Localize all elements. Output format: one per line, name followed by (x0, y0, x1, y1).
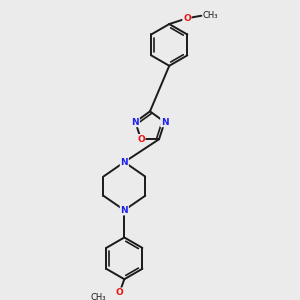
Text: N: N (161, 118, 169, 127)
Text: O: O (137, 135, 145, 144)
Text: O: O (116, 288, 123, 297)
Text: CH₃: CH₃ (91, 293, 106, 300)
Text: N: N (121, 206, 128, 215)
Text: O: O (183, 14, 191, 23)
Text: N: N (121, 158, 128, 166)
Text: CH₃: CH₃ (202, 11, 218, 20)
Text: N: N (131, 118, 139, 127)
